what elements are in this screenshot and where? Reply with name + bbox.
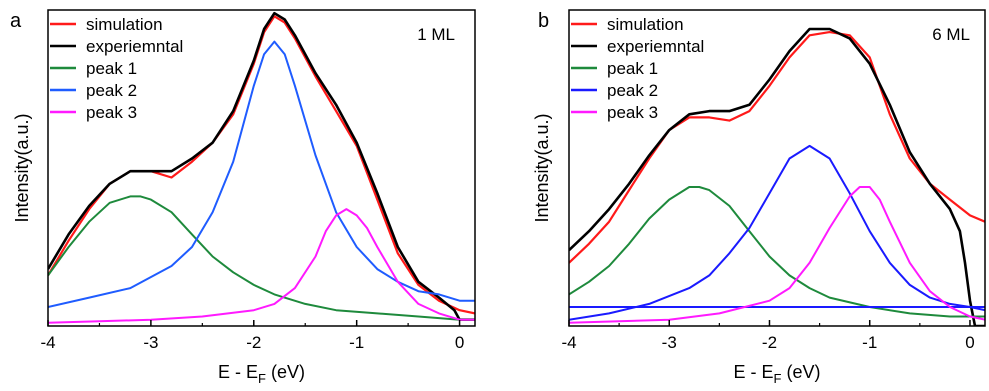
panel-label: b <box>538 10 549 32</box>
x-tick-label: 0 <box>965 333 974 352</box>
series-line-peak-3 <box>569 186 985 324</box>
x-tick-label: -2 <box>246 333 261 352</box>
legend: simulation experiemntal peak 1 peak 2 peak 3 <box>571 15 704 122</box>
panel-annotation: 1 ML <box>417 25 455 44</box>
series-line-peak-2 <box>48 40 475 308</box>
x-tick-label: -2 <box>762 333 777 352</box>
legend-entry: peak 2 <box>86 81 137 100</box>
plot-frame <box>47 9 476 327</box>
y-axis-label: Intensity(a.u.) <box>12 113 32 222</box>
x-tick-label: -4 <box>561 333 576 352</box>
x-axis-label: E - EF (eV) <box>734 362 821 386</box>
x-tick-label: -4 <box>40 333 55 352</box>
legend-entry: peak 3 <box>607 103 658 122</box>
chart-panel-a: -4 -3 -2 -1 0 E - EF (eV) Intensity(a.u.) a 1 ML… <box>10 9 476 386</box>
legend-entry: simulation <box>86 15 163 34</box>
x-tick-label: -3 <box>662 333 677 352</box>
chart-panel-b: -4 -3 -2 -1 0 E - EF (eV) Intensity(a.u.) b 6 ML… <box>532 9 986 386</box>
series-line-peak-1 <box>48 195 475 321</box>
legend-entry: peak 3 <box>86 103 137 122</box>
x-axis-label: E - EF (eV) <box>218 362 305 386</box>
legend-entry: simulation <box>607 15 684 34</box>
legend-entry: peak 1 <box>607 59 658 78</box>
x-tick-label: -1 <box>862 333 877 352</box>
legend-entry: experiemntal <box>607 37 704 56</box>
series-line-experiemntal <box>569 27 985 326</box>
series-line-experiemntal <box>48 11 475 321</box>
x-tick-label: -1 <box>349 333 364 352</box>
series-line-peak-2 <box>569 144 985 321</box>
legend: simulation experiemntal peak 1 peak 2 peak 3 <box>50 15 183 122</box>
series-line-simulation <box>569 31 985 264</box>
legend-entry: peak 2 <box>607 81 658 100</box>
x-tick-label: -3 <box>143 333 158 352</box>
plot-frame <box>568 9 986 327</box>
legend-entry: experiemntal <box>86 37 183 56</box>
legend-entry: peak 1 <box>86 59 137 78</box>
panel-label: a <box>10 10 22 32</box>
panel-annotation: 6 ML <box>932 25 970 44</box>
x-tick-label: 0 <box>455 333 464 352</box>
series-line-peak-3 <box>48 208 475 324</box>
y-axis-label: Intensity(a.u.) <box>532 113 552 222</box>
series-line-peak-1 <box>569 186 985 318</box>
